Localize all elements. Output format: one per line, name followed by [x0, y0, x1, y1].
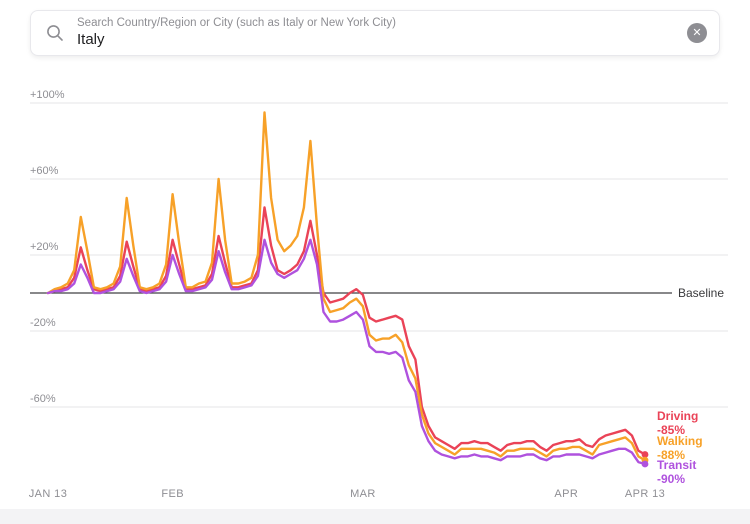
series-value-label-transit: -90% [657, 472, 685, 486]
baseline-label: Baseline [678, 286, 724, 300]
series-endpoint-driving [641, 451, 649, 458]
series-line-transit [46, 238, 647, 466]
mobility-chart: +100% +60% +20% -20% -60% Baseline JAN 13 FEB MA… [0, 70, 750, 524]
series-line-walking [46, 111, 647, 462]
search-field-label: Search Country/Region or City (such as I… [77, 16, 396, 29]
x-tick-label: FEB [161, 488, 184, 500]
y-tick-label: +100% [30, 89, 65, 101]
close-icon: ✕ [692, 26, 702, 39]
search-input[interactable]: Search Country/Region or City (such as I… [77, 17, 687, 50]
x-tick-label: APR [554, 488, 578, 500]
series-endpoint-transit [641, 460, 649, 468]
series-line-driving [46, 206, 647, 456]
series-name-label-walking: Walking [657, 434, 703, 448]
series-name-label-driving: Driving [657, 409, 698, 423]
search-icon [45, 23, 65, 43]
x-tick-label: JAN 13 [29, 488, 67, 500]
series-value-label-walking: -88% [657, 448, 685, 462]
x-tick-label: APR 13 [625, 488, 665, 500]
y-tick-label: +60% [30, 165, 59, 177]
y-tick-label: -20% [30, 317, 56, 329]
search-input-value[interactable]: Italy [77, 31, 105, 49]
footer-strip [0, 509, 750, 524]
y-tick-label: +20% [30, 241, 59, 253]
mobility-chart-svg: +100% +60% +20% -20% -60% Baseline JAN 13 FEB MA… [29, 89, 728, 500]
search-bar[interactable]: Search Country/Region or City (such as I… [30, 10, 720, 56]
y-tick-label: -60% [30, 393, 56, 405]
series-name-label-transit: Transit [657, 458, 696, 472]
series-value-label-driving: -85% [657, 423, 685, 437]
x-tick-label: MAR [350, 488, 376, 500]
clear-search-button[interactable]: ✕ [687, 23, 707, 43]
